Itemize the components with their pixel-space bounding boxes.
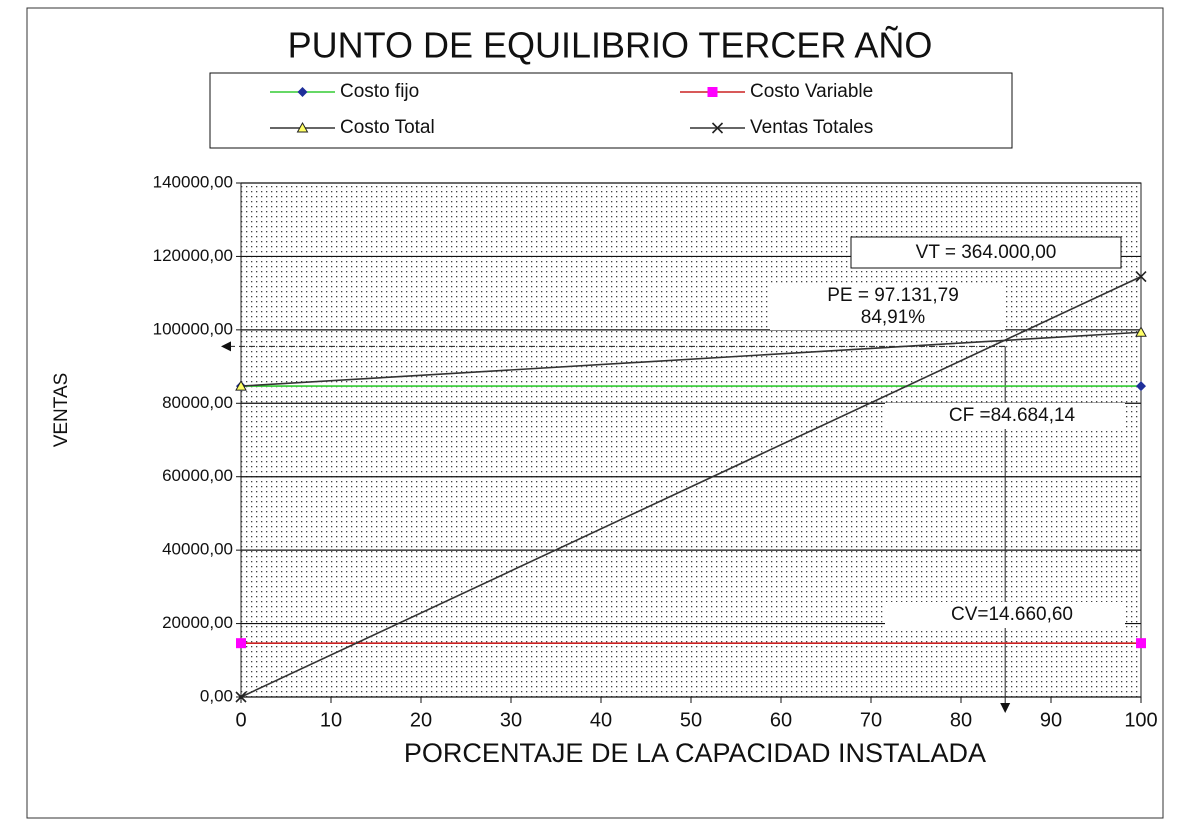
y-tick-label: 100000,00 <box>153 319 233 338</box>
x-tick-label: 30 <box>500 709 522 731</box>
x-tick-label: 90 <box>1040 709 1062 731</box>
x-tick-label: 60 <box>770 709 792 731</box>
annotation: 84,91% <box>861 307 926 328</box>
x-tick-label: 70 <box>860 709 882 731</box>
x-tick-label: 0 <box>235 709 246 731</box>
x-tick-label: 40 <box>590 709 612 731</box>
annotation: PE = 97.131,79 <box>827 285 959 306</box>
legend-label: Costo fijo <box>340 81 419 102</box>
series-line <box>240 275 1142 698</box>
y-axis-label: VENTAS <box>51 373 72 448</box>
arrow-left <box>221 341 231 352</box>
y-tick-label: 60000,00 <box>162 466 233 485</box>
legend-marker <box>297 87 308 97</box>
arrow-down <box>1000 703 1011 713</box>
chart-title: PUNTO DE EQUILIBRIO TERCER AÑO <box>288 25 933 66</box>
y-tick-label: 120000,00 <box>153 246 233 265</box>
annotation: VT = 364.000,00 <box>916 242 1057 263</box>
x-tick-label: 10 <box>320 709 342 731</box>
legend-label: Costo Total <box>340 117 435 138</box>
marker <box>235 380 247 391</box>
x-axis-label: PORCENTAJE DE LA CAPACIDAD INSTALADA <box>404 738 986 768</box>
annotation: CV=14.660,60 <box>951 604 1073 625</box>
marker <box>1136 381 1146 392</box>
x-tick-label: 50 <box>680 709 702 731</box>
series-line <box>240 331 1142 387</box>
y-tick-label: 80000,00 <box>162 393 233 412</box>
x-tick-label: 20 <box>410 709 432 731</box>
y-tick-label: 0,00 <box>200 686 233 705</box>
y-tick-label: 20000,00 <box>162 613 233 632</box>
legend-marker <box>711 122 724 134</box>
marker <box>1135 271 1147 283</box>
legend-marker <box>296 121 309 133</box>
annotation-box <box>850 236 1122 269</box>
legend-label: Ventas Totales <box>750 117 873 138</box>
annotation: CF =84.684,14 <box>949 405 1076 426</box>
y-tick-label: 140000,00 <box>153 172 233 191</box>
legend <box>209 72 1013 149</box>
legend-label: Costo Variable <box>750 81 873 102</box>
marker <box>1135 326 1147 337</box>
legend-marker <box>707 87 718 97</box>
marker <box>236 638 246 649</box>
marker <box>235 691 247 703</box>
annotation-bg <box>885 602 1125 628</box>
annotation-bg <box>770 284 1005 330</box>
x-tick-label: 80 <box>950 709 972 731</box>
x-tick-label: 100 <box>1124 709 1157 731</box>
y-tick-label: 40000,00 <box>162 540 233 559</box>
marker <box>1136 638 1146 649</box>
annotation-bg <box>885 403 1125 429</box>
